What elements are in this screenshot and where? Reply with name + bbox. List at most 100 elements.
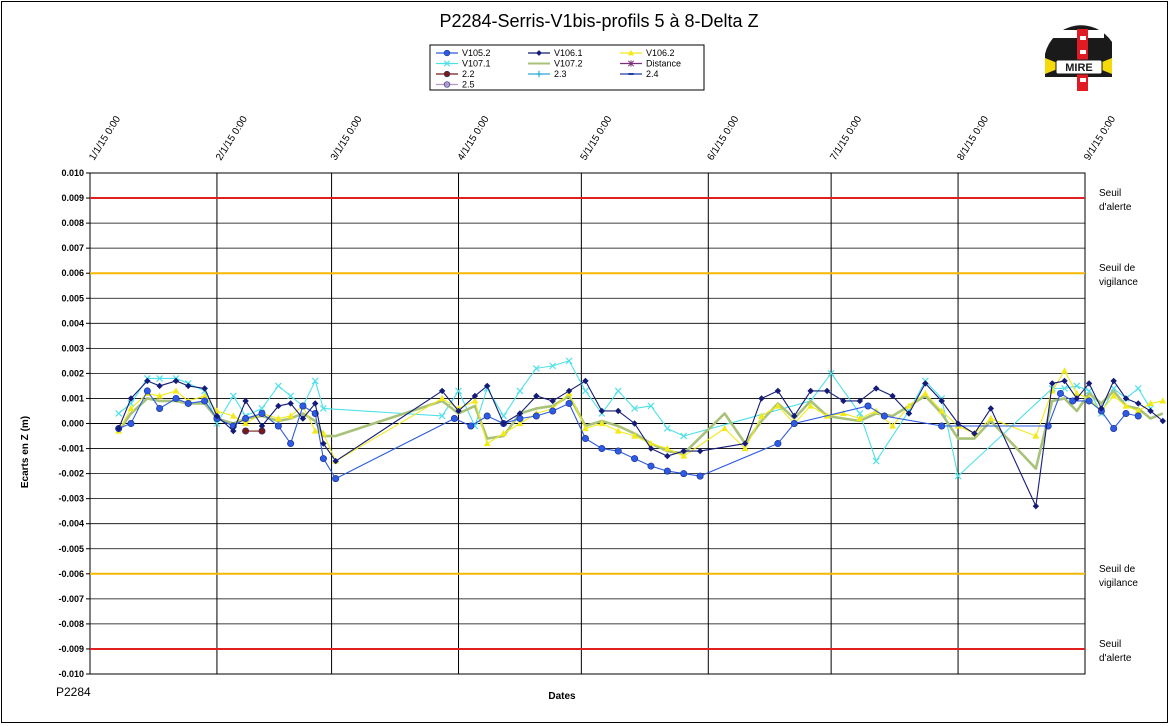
data-point-v105-2 xyxy=(938,422,946,430)
data-point-v107-1 xyxy=(127,400,135,407)
data-point-v105-2 xyxy=(450,414,458,422)
legend-item-v105-2: V105.2 xyxy=(436,48,491,58)
data-point-v106-2 xyxy=(287,412,295,419)
data-point-v106-2 xyxy=(127,404,135,412)
threshold-label: d'alerte xyxy=(1099,202,1132,213)
data-point-v105-2 xyxy=(680,470,688,478)
data-point-v105-2 xyxy=(647,462,655,470)
data-point-v105-2 xyxy=(201,397,209,405)
series-2-2 xyxy=(242,427,266,435)
y-tick-label: -0.007 xyxy=(58,594,84,604)
data-point-v106-2 xyxy=(598,419,606,427)
data-point-v107-1 xyxy=(532,364,540,372)
series-v106-1 xyxy=(115,377,1166,510)
data-point-v105-2 xyxy=(287,440,295,448)
data-point-v105-2 xyxy=(880,412,888,420)
x-tick-label: 4/1/15 0:00 xyxy=(456,114,492,163)
marker-stroke xyxy=(213,420,221,427)
marker-stroke xyxy=(1085,387,1093,395)
data-point-v106-1 xyxy=(856,397,863,405)
data-point-v105-2 xyxy=(549,407,557,415)
data-point-v106-1 xyxy=(332,457,339,465)
legend-swatch-marker xyxy=(627,60,635,67)
marker-stroke xyxy=(565,357,573,365)
marker-stroke xyxy=(443,60,451,67)
y-tick-label: 0.009 xyxy=(61,193,84,203)
data-point-v107-1 xyxy=(438,412,446,420)
data-point-v106-1 xyxy=(230,427,237,435)
marker-stroke xyxy=(1061,385,1068,392)
y-tick-label: -0.009 xyxy=(58,644,84,654)
data-point-v107-1 xyxy=(1073,382,1081,390)
data-point-v106-2 xyxy=(807,402,815,409)
legend-item-2-2: 2.2 xyxy=(436,69,475,79)
data-point-v105-2 xyxy=(565,399,573,407)
x-tick-label: 7/1/15 0:00 xyxy=(828,114,864,163)
data-point-v106-2 xyxy=(516,419,524,427)
data-point-v106-1 xyxy=(115,425,122,432)
data-point-v106-1 xyxy=(320,440,327,447)
y-axis-label: Ecarts en Z (m) xyxy=(20,416,31,488)
data-point-v106-1 xyxy=(774,387,782,395)
data-point-v106-1 xyxy=(1110,377,1117,385)
y-tick-label: 0.000 xyxy=(61,419,84,429)
threshold-label: d'alerte xyxy=(1099,653,1132,664)
data-point-v106-2 xyxy=(242,419,249,427)
marker-stroke xyxy=(1110,385,1118,392)
legend-swatch-marker xyxy=(536,50,542,56)
data-point-v107-1 xyxy=(631,405,639,412)
data-point-v106-2 xyxy=(1048,387,1056,394)
data-point-v106-1 xyxy=(275,402,282,410)
data-point-v107-1 xyxy=(856,410,864,417)
data-point-v105-2 xyxy=(184,399,192,407)
data-point-v106-1 xyxy=(1159,417,1166,425)
data-point-v107-1 xyxy=(647,402,655,410)
marker-stroke xyxy=(647,402,655,410)
data-point-v106-1 xyxy=(1073,395,1081,402)
marker-stroke xyxy=(532,364,540,372)
data-point-v105-2 xyxy=(332,475,340,483)
x-tick-label: 2/1/15 0:00 xyxy=(214,114,250,163)
data-point-v107-1 xyxy=(827,369,835,377)
data-point-v105-2 xyxy=(143,387,151,395)
chart-title: P2284-Serris-V1bis-profils 5 à 8-Delta Z xyxy=(439,11,758,31)
threshold-label: Seuil xyxy=(1099,639,1121,650)
data-point-v105-2 xyxy=(696,472,704,480)
data-point-v106-2 xyxy=(1122,402,1130,409)
data-point-v106-1 xyxy=(201,385,208,392)
data-point-v107-1 xyxy=(549,362,557,370)
data-point-v106-1 xyxy=(582,377,589,385)
y-tick-label: -0.004 xyxy=(58,519,84,529)
y-tick-label: -0.010 xyxy=(58,669,84,679)
data-point-v106-1 xyxy=(299,415,307,422)
data-point-v105-2 xyxy=(156,404,164,412)
data-point-v105-2 xyxy=(258,409,266,417)
marker-stroke xyxy=(663,425,671,432)
y-tick-label: 0.005 xyxy=(61,293,84,303)
data-point-v105-2 xyxy=(1134,412,1142,420)
data-point-v105-2 xyxy=(127,419,135,427)
x-tick-label: 5/1/15 0:00 xyxy=(579,114,615,163)
data-point-v106-1 xyxy=(1049,380,1056,387)
data-point-v106-2 xyxy=(905,402,913,409)
data-point-2-2 xyxy=(258,427,266,435)
marker-stroke xyxy=(229,392,237,400)
x-tick-label: 9/1/15 0:00 xyxy=(1082,114,1118,163)
y-tick-label: 0.010 xyxy=(61,168,84,178)
data-point-v106-1 xyxy=(938,397,945,405)
data-point-v106-2 xyxy=(663,444,671,452)
data-point-v105-2 xyxy=(663,467,671,475)
x-tick-label: 8/1/15 0:00 xyxy=(955,114,991,163)
x-tick-label: 3/1/15 0:00 xyxy=(329,114,365,163)
logo-plate xyxy=(1055,59,1103,75)
data-point-v106-1 xyxy=(156,382,163,390)
data-point-v106-1 xyxy=(258,422,266,430)
data-point-v106-2 xyxy=(680,452,688,459)
legend-item-v107-2: V107.2 xyxy=(528,59,583,69)
data-point-v106-1 xyxy=(872,385,880,392)
data-point-v107-1 xyxy=(1134,385,1142,392)
legend-label: 2.4 xyxy=(646,69,659,79)
data-point-v106-2 xyxy=(1134,407,1142,414)
data-point-v106-1 xyxy=(287,400,294,407)
data-point-v107-1 xyxy=(663,425,671,432)
